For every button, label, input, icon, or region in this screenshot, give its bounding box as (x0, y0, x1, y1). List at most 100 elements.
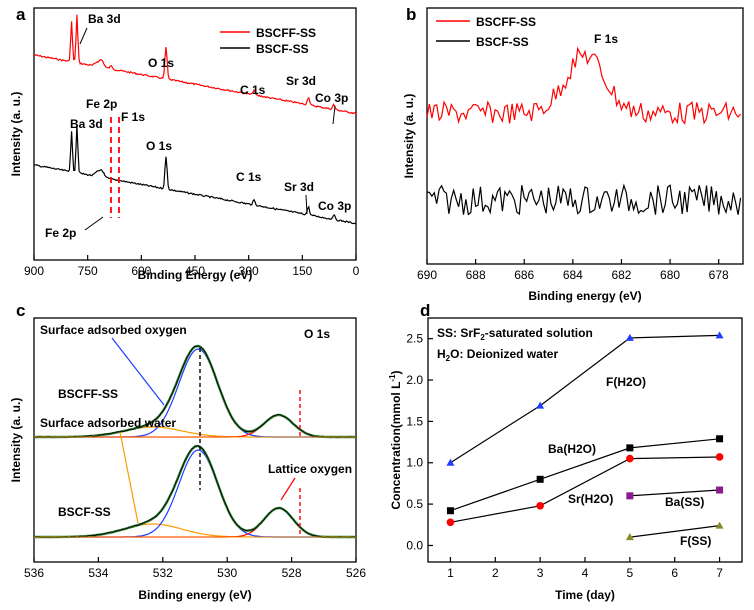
panel-a-ann-o1s-red: O 1s (148, 56, 174, 70)
panel-c-ann-surface-water: Surface adsorbed water (40, 416, 176, 430)
panel-d-series-0-point-0 (446, 458, 455, 466)
panel-d-series-0-point-3 (715, 331, 724, 339)
panel-b-ylabel: Intensity (a. u.) (402, 94, 416, 179)
panel-d: 1 2 3 4 5 6 7 0.0 0.5 1.0 1.5 2.0 2.5 SS: SrF2-satur… (388, 317, 743, 602)
panel-b-xticks: 690 688 686 684 682 680 678 (417, 259, 729, 282)
panel-a-xlabel: Binding Energy (eV) (138, 268, 253, 282)
panel-c-ann-o1s: O 1s (304, 327, 330, 341)
panel-c-x-tick-label-1: 534 (88, 566, 108, 580)
panel-d-series-1-point-1 (536, 475, 544, 483)
panel-a-arrow-ba3d-red (79, 27, 88, 45)
panel-b-frame (426, 7, 744, 265)
panel-d-ytick-label-1: 0.5 (406, 497, 423, 511)
panel-c-x-tick-label-0: 536 (24, 566, 44, 580)
panel-b-x-tick-label-3: 684 (563, 268, 583, 282)
panel-a-legend-bscf: BSCF-SS (256, 42, 309, 56)
panel-b-x-tick-label-4: 682 (611, 268, 631, 282)
panel-a-x-tick-label-4: 300 (239, 264, 259, 278)
panel-d-xtick-label-3: 4 (582, 566, 589, 580)
panel-d-ytick-label-3: 1.5 (406, 414, 423, 428)
panel-a-ann-fe2p-black: Fe 2p (45, 226, 76, 240)
panel-c-arrow-surface-oxygen (111, 337, 165, 406)
panel-d-xtick-label-0: 1 (447, 566, 454, 580)
panel-label-b: b (406, 5, 416, 24)
panel-c-x-tick-label-4: 528 (282, 566, 302, 580)
panel-b-legend-bscff: BSCFF-SS (476, 15, 536, 29)
panel-d-xlabel: Time (day) (555, 588, 615, 602)
panel-d-series-0-point-1 (536, 401, 545, 409)
panel-d-series-2-point-0 (446, 518, 455, 527)
panel-b-x-tick-label-0: 690 (417, 268, 437, 282)
panel-a-ann-co3p-black: Co 3p (318, 199, 351, 213)
panel-a-arrow-fe2p-black (84, 216, 104, 231)
panel-b-x-tick-label-5: 680 (660, 268, 680, 282)
panel-c-x-tick-label-2: 532 (153, 566, 173, 580)
panel-d-series-1-point-0 (446, 507, 454, 515)
panel-d-series-3-point-1 (716, 486, 724, 494)
panel-a-ann-ba3d-black: Ba 3d (70, 117, 103, 131)
panel-d-series-1-point-3 (716, 435, 724, 443)
panel-d-note-ss: SS: SrF2-saturated solution (437, 326, 593, 342)
panel-a-ann-fe2p-red: Fe 2p (86, 97, 117, 111)
panel-a-curve-bscff (33, 14, 357, 115)
panel-a-x-tick-label-0: 900 (24, 264, 44, 278)
panel-d-label-bah2o: Ba(H2O) (548, 442, 596, 456)
panel-a-ylabel: Intensity (a. u.) (9, 92, 23, 177)
panel-d-series-0-point-2 (625, 333, 634, 341)
panel-c-bscf-raw (33, 445, 357, 539)
panel-c-curves (33, 344, 357, 539)
panel-d-series-2-point-2 (626, 454, 634, 463)
panel-a-x-tick-label-6: 0 (353, 264, 360, 278)
panel-d-label-bass: Ba(SS) (665, 495, 704, 509)
panel-d-series-1-point-2 (626, 444, 634, 452)
panel-d-series-3-point-0 (626, 492, 634, 500)
panel-d-series (446, 331, 724, 541)
panel-d-ticks: 1 2 3 4 5 6 7 0.0 0.5 1.0 1.5 2.0 2.5 (406, 332, 723, 580)
panel-b-curve-bscff (426, 46, 742, 125)
panel-d-ytick-label-0: 0.0 (406, 538, 423, 552)
panel-label-c: c (16, 301, 25, 320)
panel-a-x-tick-label-5: 150 (292, 264, 312, 278)
panel-d-xtick-label-6: 7 (716, 566, 723, 580)
panel-c-frame (33, 317, 357, 563)
panel-d-series-2-point-3 (715, 453, 724, 461)
panel-a-curves (33, 14, 357, 225)
panel-d-series-4-point-0 (625, 533, 634, 541)
panel-b-ann-f1s: F 1s (594, 32, 618, 46)
panel-a-ann-co3p-red: Co 3p (315, 91, 348, 105)
panel-c-x-tick-label-5: 526 (346, 566, 366, 580)
panel-d-note-h2o: H2O: Deionized water (437, 347, 558, 363)
panel-b-xlabel: Binding energy (eV) (528, 289, 641, 303)
panel-d-xtick-label-1: 2 (492, 566, 499, 580)
panel-c-ann-surface-oxygen: Surface adsorbed oxygen (40, 323, 187, 337)
panel-a-ann-sr3d-red: Sr 3d (286, 74, 316, 88)
panel-a: 900 750 600 450 300 150 0 BSCFF-SS BSCF-SS Ba … (9, 7, 360, 282)
panel-c-bscf-surface-component (34, 523, 356, 538)
panel-c-arrow-lattice (280, 477, 296, 501)
panel-d-series-2-point-1 (536, 501, 544, 510)
panel-c-x-tick-label-3: 530 (217, 566, 237, 580)
panel-d-series-line-4 (629, 525, 720, 538)
panel-b-legend-bscf: BSCF-SS (476, 35, 529, 49)
panel-d-series-line-0 (450, 334, 720, 464)
panel-label-a: a (16, 5, 26, 24)
panel-b-x-tick-label-1: 688 (466, 268, 486, 282)
panel-c-ann-bscff: BSCFF-SS (58, 387, 118, 401)
panel-c: 536 534 532 530 528 526 Surface adsorbed oxyg… (9, 317, 366, 602)
panel-a-x-tick-label-2: 600 (131, 264, 151, 278)
panel-d-ytick-label-5: 2.5 (406, 332, 423, 346)
panel-a-arrow-sr3d-black (305, 194, 308, 215)
panel-d-series-line-2 (450, 456, 720, 523)
panel-d-label-fss: F(SS) (680, 534, 711, 548)
panel-a-legend-bscff: BSCFF-SS (256, 26, 316, 40)
panel-a-x-tick-label-3: 450 (185, 264, 205, 278)
panel-d-ytick-label-4: 2.0 (406, 373, 423, 387)
panel-a-ann-c1s-red: C 1s (240, 83, 266, 97)
panel-a-ann-f1s: F 1s (121, 110, 145, 124)
panel-c-bscff-raw (33, 345, 357, 438)
panel-d-series-line-3 (629, 489, 720, 497)
panel-c-xticks: 536 534 532 530 528 526 (24, 557, 366, 580)
panel-d-label-srh2o: Sr(H2O) (568, 492, 613, 506)
panel-d-series-line-1 (450, 438, 720, 512)
panel-a-curve-bscf (34, 125, 357, 225)
